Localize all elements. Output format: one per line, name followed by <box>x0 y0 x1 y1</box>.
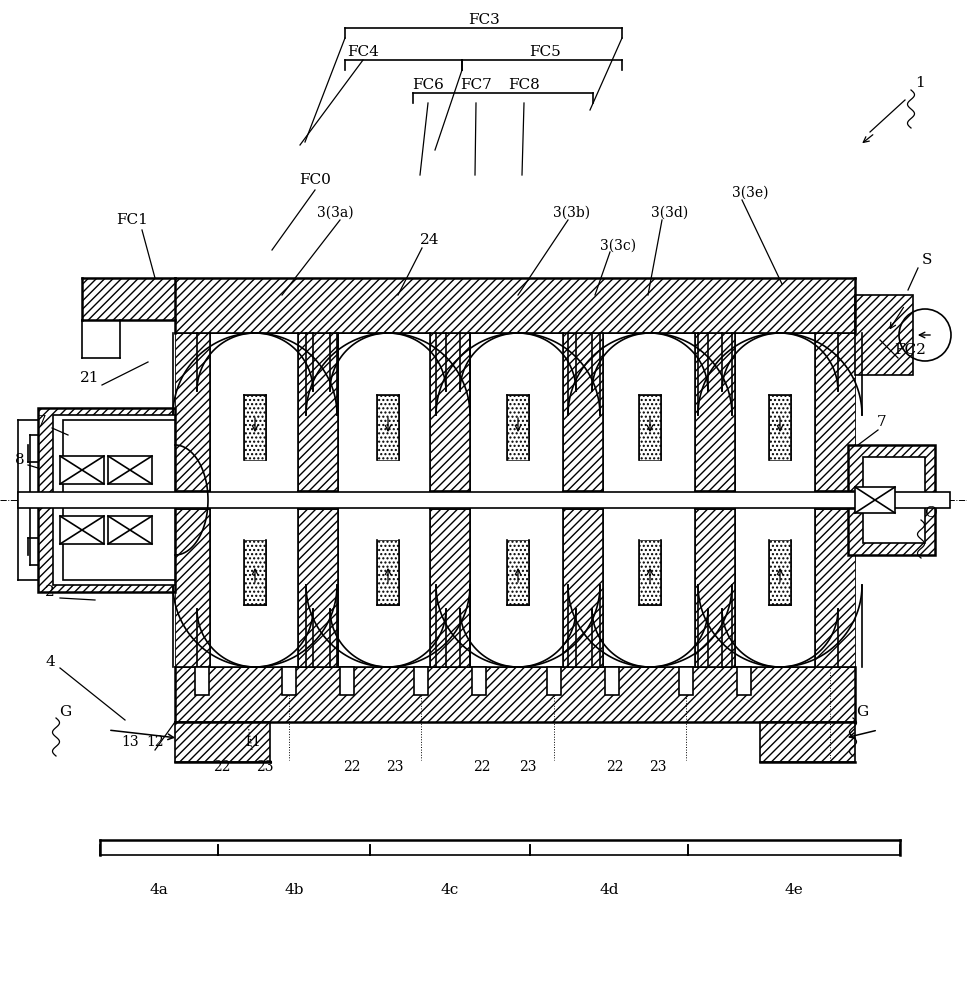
Text: 4b: 4b <box>284 883 304 897</box>
Polygon shape <box>760 722 855 762</box>
Text: FC8: FC8 <box>508 78 540 92</box>
Polygon shape <box>769 540 791 605</box>
Text: 2: 2 <box>45 585 55 599</box>
Text: FC4: FC4 <box>347 45 379 59</box>
Text: FC3: FC3 <box>468 13 500 27</box>
Text: 4: 4 <box>45 655 55 669</box>
Polygon shape <box>695 333 735 491</box>
Text: FC6: FC6 <box>412 78 444 92</box>
Polygon shape <box>175 722 270 762</box>
Text: 7: 7 <box>37 415 46 429</box>
Polygon shape <box>195 667 209 695</box>
Polygon shape <box>547 667 561 695</box>
Text: 3(3b): 3(3b) <box>553 206 591 220</box>
Polygon shape <box>377 540 399 605</box>
Polygon shape <box>563 333 603 491</box>
Polygon shape <box>298 333 338 491</box>
Polygon shape <box>815 509 855 667</box>
Text: G: G <box>59 705 72 719</box>
Polygon shape <box>244 395 266 460</box>
Polygon shape <box>507 395 529 460</box>
Text: FC1: FC1 <box>116 213 148 227</box>
Text: O: O <box>923 506 936 520</box>
Text: 13: 13 <box>121 735 139 749</box>
Text: 3(3c): 3(3c) <box>600 239 636 253</box>
Polygon shape <box>63 420 175 580</box>
Polygon shape <box>472 667 486 695</box>
Text: 1: 1 <box>915 76 924 90</box>
Polygon shape <box>855 487 895 513</box>
Text: FC7: FC7 <box>460 78 492 92</box>
Text: 23: 23 <box>386 760 404 774</box>
Polygon shape <box>737 667 751 695</box>
Text: 22: 22 <box>606 760 624 774</box>
Text: 3(3e): 3(3e) <box>732 186 768 200</box>
Polygon shape <box>414 667 428 695</box>
Polygon shape <box>507 540 529 605</box>
Polygon shape <box>108 456 152 484</box>
Text: 4d: 4d <box>600 883 619 897</box>
Text: 23: 23 <box>649 760 667 774</box>
Polygon shape <box>38 408 175 592</box>
Text: 22: 22 <box>343 760 361 774</box>
Polygon shape <box>82 278 175 320</box>
Polygon shape <box>695 509 735 667</box>
Polygon shape <box>175 333 210 491</box>
Polygon shape <box>18 492 950 508</box>
Polygon shape <box>340 667 354 695</box>
Text: 22: 22 <box>473 760 490 774</box>
Text: FC5: FC5 <box>529 45 561 59</box>
Polygon shape <box>377 395 399 460</box>
Text: 3(3d): 3(3d) <box>652 206 689 220</box>
Polygon shape <box>639 540 661 605</box>
Polygon shape <box>639 395 661 460</box>
Text: 12: 12 <box>146 735 163 749</box>
Text: 3(3a): 3(3a) <box>316 206 353 220</box>
Polygon shape <box>282 667 296 695</box>
Text: 8: 8 <box>15 453 25 467</box>
Text: 23: 23 <box>519 760 537 774</box>
Polygon shape <box>244 540 266 605</box>
Polygon shape <box>679 667 693 695</box>
Text: 23: 23 <box>256 760 274 774</box>
Text: G: G <box>856 705 868 719</box>
Text: FC0: FC0 <box>299 173 331 187</box>
Polygon shape <box>769 395 791 460</box>
Text: 4e: 4e <box>784 883 804 897</box>
Polygon shape <box>175 278 855 333</box>
Text: 7: 7 <box>877 415 887 429</box>
Text: 11: 11 <box>243 735 261 749</box>
Polygon shape <box>60 456 104 484</box>
Polygon shape <box>108 516 152 544</box>
Text: S: S <box>922 253 932 267</box>
Text: 4c: 4c <box>441 883 459 897</box>
Text: 24: 24 <box>421 233 440 247</box>
Polygon shape <box>430 333 470 491</box>
Polygon shape <box>60 516 104 544</box>
Text: 4a: 4a <box>150 883 168 897</box>
Polygon shape <box>848 445 935 555</box>
Text: 22: 22 <box>214 760 231 774</box>
Polygon shape <box>175 667 855 722</box>
Polygon shape <box>298 509 338 667</box>
Polygon shape <box>855 295 913 375</box>
Text: FC2: FC2 <box>894 343 926 357</box>
Polygon shape <box>815 333 855 491</box>
Polygon shape <box>563 509 603 667</box>
Polygon shape <box>53 415 175 585</box>
Polygon shape <box>430 509 470 667</box>
Polygon shape <box>605 667 619 695</box>
Polygon shape <box>863 457 925 543</box>
Polygon shape <box>175 509 210 667</box>
Text: 21: 21 <box>80 371 100 385</box>
